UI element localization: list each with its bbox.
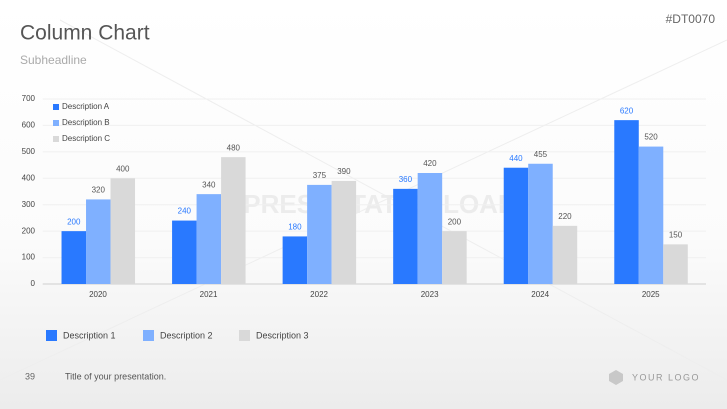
value-label: 320 <box>92 186 106 195</box>
logo-text: YOUR LOGO <box>632 372 700 382</box>
y-tick-label: 0 <box>31 279 36 288</box>
watermark: PRESENTATIONLOAD <box>243 189 516 219</box>
value-label: 220 <box>558 212 572 221</box>
value-label: 390 <box>337 167 351 176</box>
logo-icon <box>609 370 623 385</box>
x-tick-label: 2022 <box>310 290 328 299</box>
legend-label: Description A <box>62 102 110 111</box>
bar <box>442 231 467 284</box>
bar <box>307 184 332 284</box>
x-tick-label: 2025 <box>642 290 660 299</box>
x-tick-label: 2023 <box>421 290 439 299</box>
legend-label: Description 2 <box>160 330 213 340</box>
legend-label: Description 3 <box>256 330 309 340</box>
bar <box>663 244 688 284</box>
legend-swatch <box>53 136 59 142</box>
value-label: 480 <box>227 143 241 152</box>
x-tick-label: 2021 <box>200 290 218 299</box>
value-label: 420 <box>423 159 437 168</box>
bar <box>110 178 136 284</box>
bar <box>417 173 443 284</box>
page-number: 39 <box>25 371 35 381</box>
bar <box>331 180 357 284</box>
value-label: 455 <box>534 150 548 159</box>
slide-subtitle: Subheadline <box>20 53 87 67</box>
legend-label: Description 1 <box>63 330 116 340</box>
value-label: 375 <box>313 171 327 180</box>
bar <box>393 188 418 284</box>
value-label: 360 <box>399 175 413 184</box>
slide-title: Column Chart <box>20 22 150 45</box>
bar <box>528 163 553 284</box>
y-tick-label: 400 <box>22 173 36 182</box>
legend-swatch <box>53 104 59 110</box>
bar <box>638 146 664 284</box>
bar <box>172 220 197 284</box>
y-tick-label: 600 <box>22 121 36 130</box>
value-label: 150 <box>669 230 683 239</box>
value-label: 440 <box>509 154 523 163</box>
bar <box>196 194 222 284</box>
y-tick-label: 200 <box>22 226 36 235</box>
bar <box>552 225 578 284</box>
value-label: 520 <box>644 133 658 142</box>
legend-label: Description B <box>62 118 110 127</box>
bar <box>614 120 639 285</box>
y-tick-label: 500 <box>22 147 36 156</box>
bar <box>61 231 87 284</box>
bar <box>503 167 529 284</box>
value-label: 400 <box>116 164 130 173</box>
y-tick-label: 700 <box>22 94 36 103</box>
value-label: 200 <box>67 217 81 226</box>
legend-swatch <box>143 330 154 341</box>
y-tick-label: 300 <box>22 200 36 209</box>
value-label: 340 <box>202 180 216 189</box>
legend-swatch <box>53 120 59 126</box>
x-tick-label: 2024 <box>531 290 549 299</box>
value-label: 200 <box>448 217 462 226</box>
value-label: 180 <box>288 223 302 232</box>
bar <box>282 236 308 284</box>
bottom-legend: Description 1 Description 2 Description … <box>46 330 309 341</box>
footer-text: Title of your presentation. <box>65 371 166 381</box>
legend-swatch <box>239 330 250 341</box>
y-tick-label: 100 <box>22 253 36 262</box>
value-label: 620 <box>620 106 634 115</box>
value-label: 240 <box>178 207 192 216</box>
legend-label: Description C <box>62 134 110 143</box>
x-tick-label: 2020 <box>89 290 107 299</box>
bar <box>86 199 111 284</box>
slide-code: #DT0070 <box>666 12 716 26</box>
chart: 0 100 200 300 400 500 600 700 2020 200 320 400 2021 2… <box>22 94 706 299</box>
bar <box>221 157 246 284</box>
legend-swatch <box>46 330 57 341</box>
